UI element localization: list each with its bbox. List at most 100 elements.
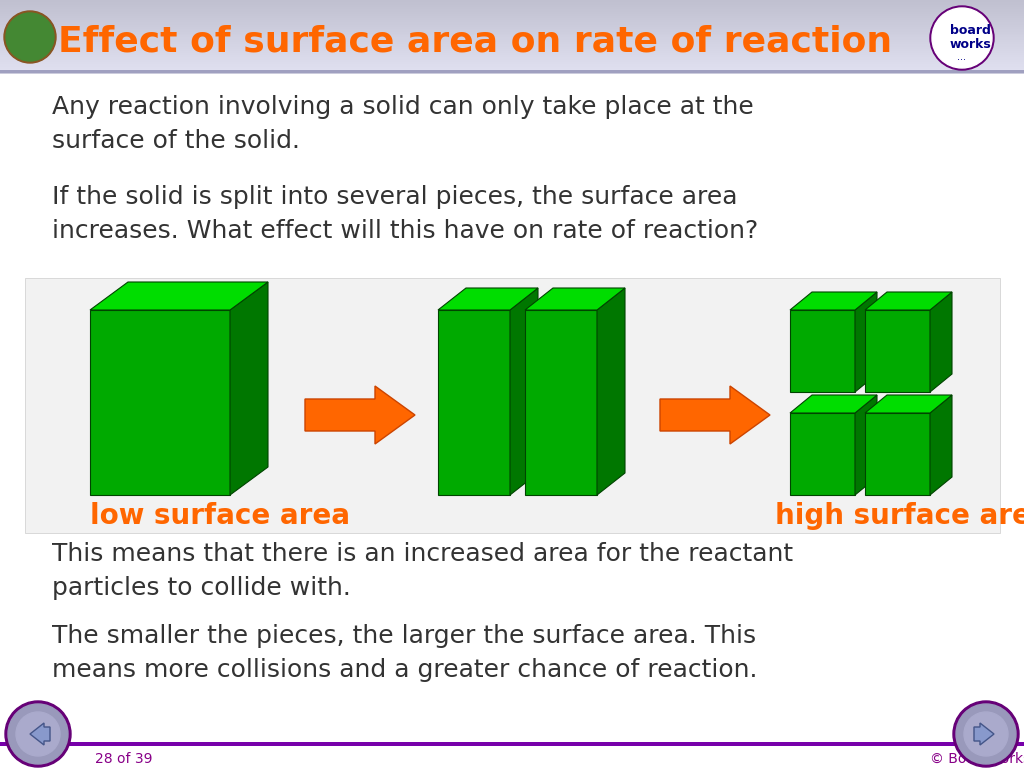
Text: © Boardworks Ltd 2007: © Boardworks Ltd 2007 <box>930 752 1024 766</box>
FancyArrow shape <box>30 723 50 745</box>
Text: works: works <box>950 38 992 51</box>
Text: The smaller the pieces, the larger the surface area. This
means more collisions : The smaller the pieces, the larger the s… <box>52 624 758 681</box>
Bar <box>0 2 1024 4</box>
Text: board: board <box>950 24 991 37</box>
Bar <box>0 5 1024 6</box>
Circle shape <box>932 8 992 68</box>
Text: high surface area: high surface area <box>775 502 1024 530</box>
Bar <box>0 4 1024 5</box>
Bar <box>0 63 1024 65</box>
Polygon shape <box>790 413 855 495</box>
Bar <box>0 51 1024 52</box>
Bar <box>0 33 1024 34</box>
Polygon shape <box>90 310 230 495</box>
Bar <box>0 27 1024 28</box>
Bar <box>0 57 1024 58</box>
Bar <box>0 45 1024 47</box>
Bar <box>0 59 1024 61</box>
Bar <box>0 12 1024 13</box>
Bar <box>0 67 1024 68</box>
Circle shape <box>953 701 1019 767</box>
Bar <box>0 52 1024 54</box>
Bar <box>0 42 1024 43</box>
Bar <box>0 8 1024 9</box>
Circle shape <box>956 704 1016 764</box>
Bar <box>25 278 1000 533</box>
Polygon shape <box>790 395 877 413</box>
FancyArrow shape <box>660 386 770 444</box>
FancyArrow shape <box>305 386 415 444</box>
Circle shape <box>964 712 1008 756</box>
Bar <box>0 21 1024 22</box>
Bar <box>0 43 1024 45</box>
Bar <box>0 14 1024 15</box>
Bar <box>0 68 1024 69</box>
Circle shape <box>8 704 68 764</box>
Bar <box>0 25 1024 27</box>
Circle shape <box>4 11 56 63</box>
Bar <box>0 69 1024 70</box>
Bar <box>0 50 1024 51</box>
Polygon shape <box>790 292 877 310</box>
Polygon shape <box>438 310 510 495</box>
Bar <box>0 9 1024 11</box>
Text: This means that there is an increased area for the reactant
particles to collide: This means that there is an increased ar… <box>52 542 794 600</box>
Text: If the solid is split into several pieces, the surface area
increases. What effe: If the solid is split into several piece… <box>52 185 758 243</box>
Bar <box>0 15 1024 16</box>
Polygon shape <box>790 310 855 392</box>
Bar <box>0 62 1024 63</box>
Bar <box>0 49 1024 50</box>
Bar <box>0 48 1024 49</box>
Bar <box>0 35 1024 36</box>
Bar <box>0 36 1024 38</box>
Polygon shape <box>930 292 952 392</box>
FancyArrow shape <box>974 723 994 745</box>
Bar <box>0 65 1024 67</box>
Bar <box>0 73 1024 74</box>
Bar <box>0 55 1024 56</box>
Bar <box>0 38 1024 40</box>
Text: Any reaction involving a solid can only take place at the
surface of the solid.: Any reaction involving a solid can only … <box>52 95 754 153</box>
Polygon shape <box>90 282 268 310</box>
Bar <box>0 41 1024 42</box>
Bar <box>0 29 1024 30</box>
Polygon shape <box>597 288 625 495</box>
Text: Effect of surface area on rate of reaction: Effect of surface area on rate of reacti… <box>58 25 892 59</box>
Bar <box>0 34 1024 35</box>
Bar <box>0 22 1024 23</box>
Polygon shape <box>865 292 952 310</box>
Bar <box>0 30 1024 31</box>
Bar <box>0 18 1024 20</box>
Polygon shape <box>930 395 952 495</box>
Circle shape <box>16 712 60 756</box>
Bar <box>0 61 1024 62</box>
Circle shape <box>5 701 71 767</box>
Polygon shape <box>865 310 930 392</box>
Polygon shape <box>525 288 625 310</box>
Bar <box>0 11 1024 12</box>
Bar <box>0 47 1024 48</box>
Bar <box>0 40 1024 41</box>
Text: 28 of 39: 28 of 39 <box>95 752 153 766</box>
Bar <box>0 54 1024 55</box>
Bar <box>0 6 1024 7</box>
Polygon shape <box>855 292 877 392</box>
Bar <box>0 31 1024 33</box>
Bar <box>0 28 1024 29</box>
Bar <box>0 16 1024 18</box>
Polygon shape <box>525 310 597 495</box>
Bar <box>0 7 1024 8</box>
Circle shape <box>930 6 994 70</box>
Bar <box>0 742 1024 746</box>
Bar <box>0 58 1024 59</box>
Text: ...: ... <box>957 52 967 62</box>
Polygon shape <box>855 395 877 495</box>
Polygon shape <box>230 282 268 495</box>
Bar <box>0 20 1024 21</box>
Bar <box>0 23 1024 25</box>
Text: low surface area: low surface area <box>90 502 350 530</box>
Polygon shape <box>865 395 952 413</box>
Bar <box>0 70 1024 73</box>
Bar <box>0 56 1024 57</box>
Bar <box>0 0 1024 2</box>
